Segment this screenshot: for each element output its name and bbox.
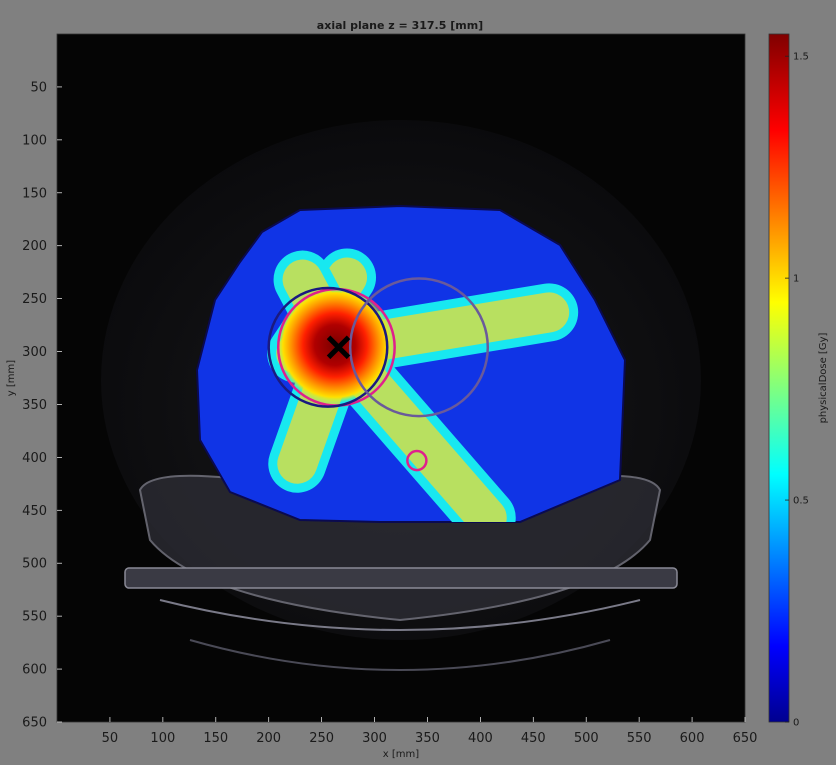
- y-tick-label: 350: [22, 398, 47, 413]
- structure-contour-3: [348, 277, 490, 418]
- axes-frame: [56, 33, 746, 723]
- colorbar-tick-label: 1.5: [793, 52, 809, 63]
- structure-contour-4: [406, 449, 428, 472]
- isocenter-marker: [326, 335, 351, 360]
- colorbar-ticks: 0 0.5 1 1.5: [785, 52, 809, 729]
- colorbar-tick-label: 0.5: [793, 496, 809, 507]
- y-tick-label: 550: [22, 610, 47, 625]
- x-tick-label: 600: [680, 731, 705, 746]
- dose-wash: [195, 204, 627, 523]
- structure-contour-2: [267, 286, 389, 408]
- y-tick-label: 500: [22, 557, 47, 572]
- x-tick-label: 100: [150, 731, 175, 746]
- plot-area: [57, 34, 745, 722]
- y-tick-label: 250: [22, 292, 47, 307]
- x-tick-label: 150: [203, 731, 228, 746]
- colorbar-label: physicalDose [Gy]: [818, 332, 829, 423]
- x-tick-label: 550: [627, 731, 652, 746]
- x-tick-label: 250: [309, 731, 334, 746]
- x-axis-label: x [mm]: [383, 749, 419, 760]
- colorbar-tick-label: 1: [793, 274, 799, 285]
- y-tick-label: 100: [22, 133, 47, 148]
- isocenter-stroke-b: [326, 335, 351, 360]
- colorbar-tick-label: 0: [793, 718, 799, 729]
- y-tick-label: 300: [22, 345, 47, 360]
- chart-title: axial plane z = 317.5 [mm]: [317, 19, 483, 32]
- y-tick-label: 600: [22, 663, 47, 678]
- y-tick-label: 200: [22, 239, 47, 254]
- x-tick-label: 500: [574, 731, 599, 746]
- x-tick-label: 50: [102, 731, 119, 746]
- y-tick-label: 150: [22, 186, 47, 201]
- x-tick-label: 450: [521, 731, 546, 746]
- colorbar-gradient: [768, 33, 790, 723]
- y-tick-label: 450: [22, 504, 47, 519]
- y-tick-label: 50: [30, 80, 47, 95]
- colorbar: 0 0.5 1 1.5 physicalDose [Gy]: [768, 33, 829, 729]
- y-tick-label: 650: [22, 716, 47, 731]
- x-tick-label: 300: [362, 731, 387, 746]
- y-axis-ticks: 50 100 150 200 250 300 350 400 450 500 550 600 650: [22, 80, 62, 731]
- x-tick-label: 350: [415, 731, 440, 746]
- x-tick-label: 650: [733, 731, 758, 746]
- x-tick-label: 400: [468, 731, 493, 746]
- structure-contours: [267, 277, 490, 472]
- y-axis-label: y [mm]: [6, 360, 17, 396]
- x-tick-label: 200: [256, 731, 281, 746]
- y-tick-label: 400: [22, 451, 47, 466]
- x-axis-ticks: 50 100 150 200 250 300 350 400 450 500 550 600 650: [102, 717, 758, 746]
